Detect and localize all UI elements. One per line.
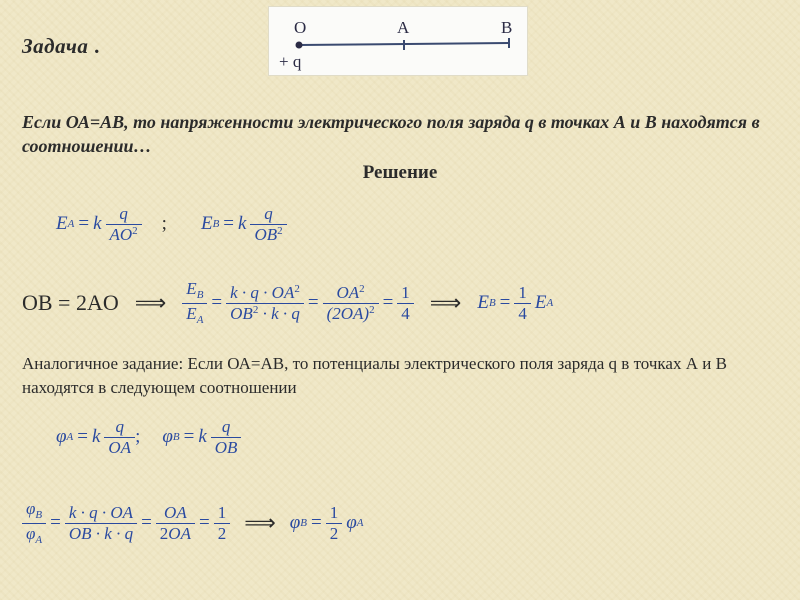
label-O: O (294, 18, 306, 37)
arrow-1: ⟹ (129, 290, 173, 316)
equation-row-1: EA = k q AO2 ; EB = k q OB2 (56, 205, 287, 244)
arrow-3: ⟹ (238, 510, 282, 536)
title-text: Задача (22, 34, 88, 58)
equation-row-4: φB φA = k · q · OA OB · k · q = OA 2OA =… (22, 500, 363, 546)
equation-row-2: OB = 2AO ⟹ EB EA = k · q · OA2 OB2 · k ·… (22, 280, 553, 326)
eq-phiB: φB = k qOB (162, 418, 241, 457)
diagram-svg: O A B + q (269, 7, 529, 77)
label-q: + q (279, 52, 302, 71)
label-A: A (397, 18, 410, 37)
eq-phiA: φA = k qOA ; (56, 418, 140, 457)
arrow-2: ⟹ (424, 290, 468, 316)
diagram: O A B + q (268, 6, 528, 76)
problem-title: Задача . (22, 34, 100, 59)
eq-EA: EA = k q AO2 (56, 205, 142, 244)
phi-ratio: φB φA = k · q · OA OB · k · q = OA 2OA =… (22, 500, 230, 546)
problem-statement: Если ОА=АВ, то напряженности электрическ… (22, 110, 778, 159)
semicolon-1: ; (152, 213, 191, 235)
result-EB: EB = 14 EA (477, 284, 553, 323)
solution-heading: Решение (0, 162, 800, 184)
equation-row-3: φA = k qOA ; φB = k qOB (56, 418, 241, 457)
label-B: B (501, 18, 512, 37)
result-phiB: φB = 12 φA (290, 504, 364, 543)
ob-2ao: OB = 2AO (22, 290, 119, 316)
similar-task: Аналогичное задание: Если ОА=АВ, то поте… (22, 352, 778, 400)
ratio-chain: EB EA = k · q · OA2 OB2 · k · q = OA2 (2… (182, 280, 413, 326)
eq-EB: EB = k q OB2 (201, 205, 287, 244)
